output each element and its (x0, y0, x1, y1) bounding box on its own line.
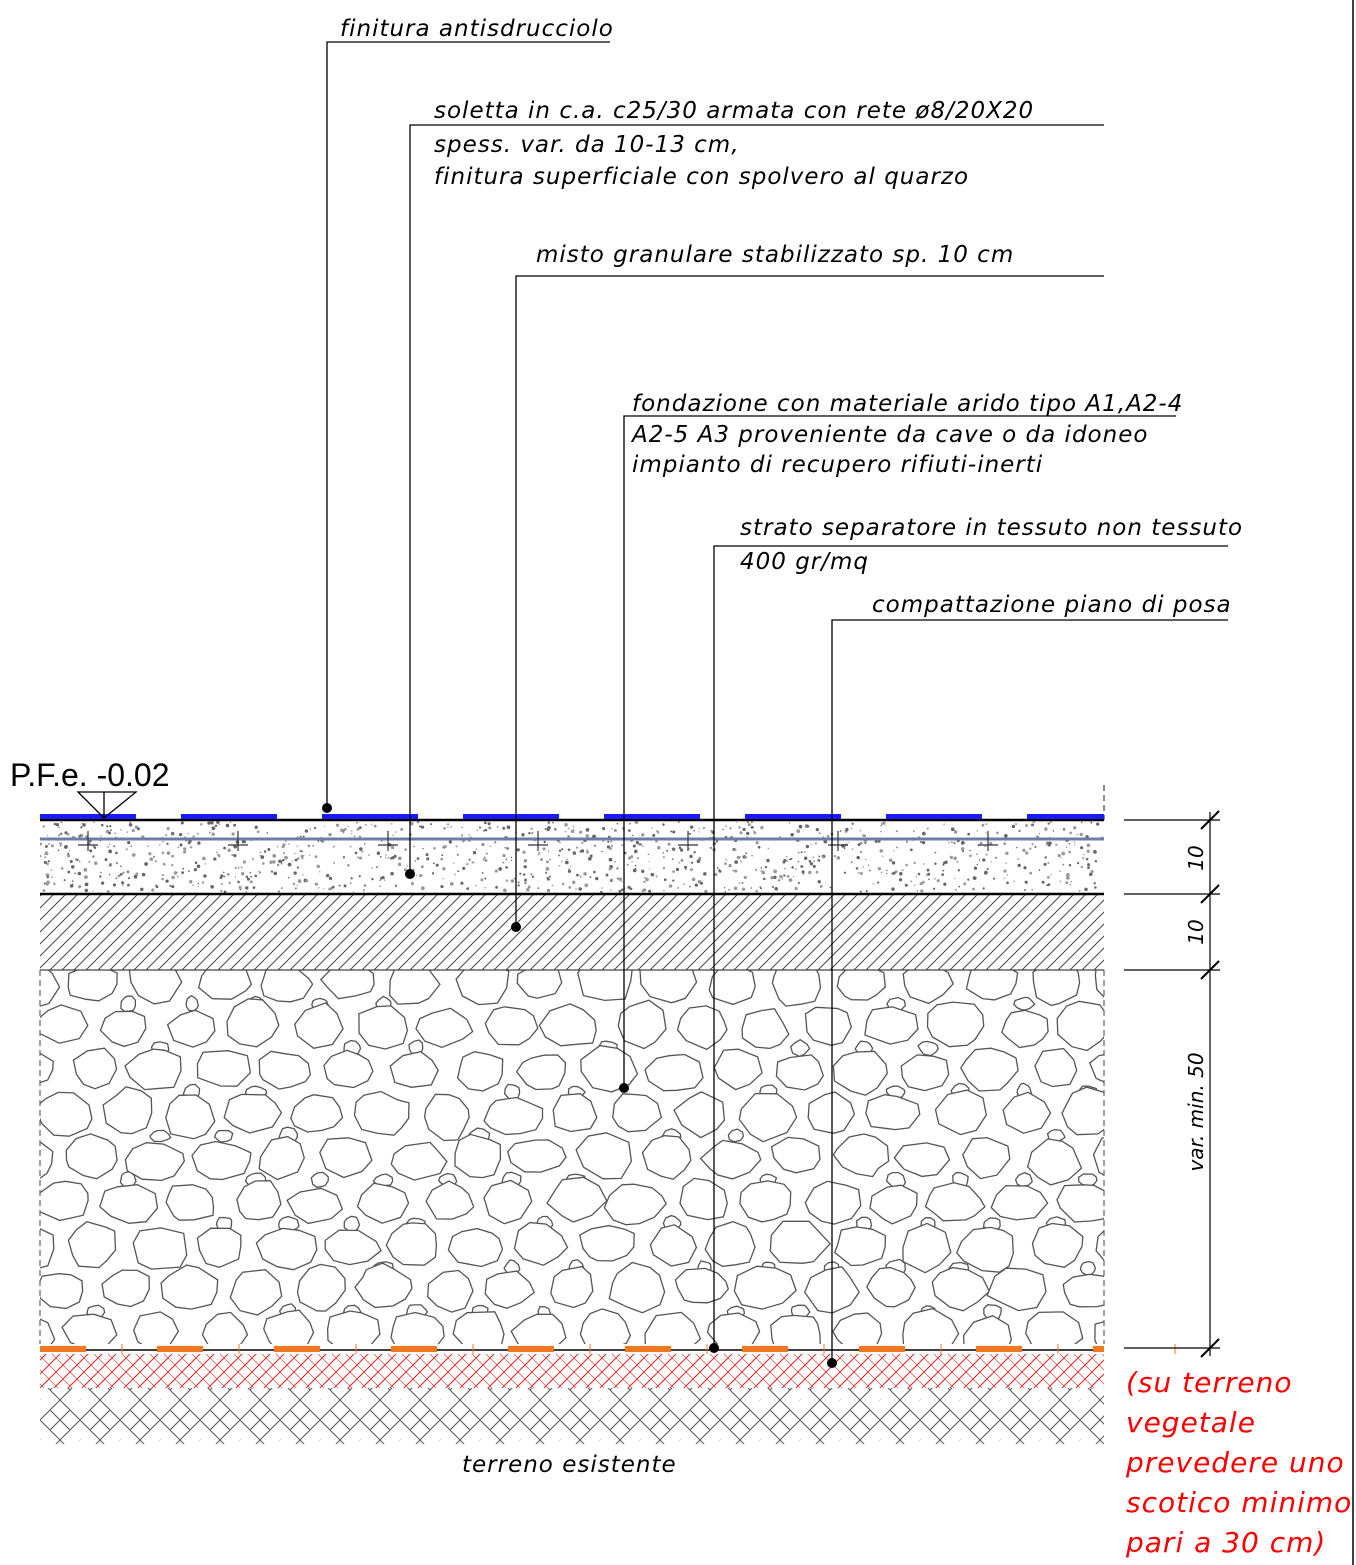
callout-compattazione: compattazione piano di posa (827, 592, 1232, 1368)
callout-soletta-line-1: soletta in c.a. c25/30 armata con rete ø… (434, 98, 1034, 124)
callout-fondazione-line-2: A2-5 A3 proveniente da cave o da idoneo (630, 422, 1148, 448)
callout-soletta: soletta in c.a. c25/30 armata con rete ø… (405, 98, 1104, 879)
note-line-1: (su terreno (1126, 1366, 1293, 1399)
note-line-3: prevedere uno (1125, 1446, 1345, 1479)
callout-strato-line-1: strato separatore in tessuto non tessuto (740, 515, 1243, 541)
separator-dash (859, 1346, 905, 1352)
finish-strip-segment (1027, 814, 1104, 819)
finish-strip-segment (886, 814, 982, 819)
separator-dash (157, 1346, 203, 1352)
finish-strip-segment (322, 814, 418, 819)
callout-strato-line-2: 400 gr/mq (740, 549, 869, 575)
terreno-esistente-hatch (40, 1388, 1104, 1444)
callout-soletta-line-2: spess. var. da 10-13 cm, (434, 132, 740, 158)
callout-finitura-line-1: finitura antisdrucciolo (340, 16, 614, 42)
note-line-2: vegetale (1126, 1406, 1256, 1439)
dimension-slab: 10 (1184, 845, 1208, 870)
finish-strip-segment (181, 814, 277, 819)
finish-strip-segment (463, 814, 559, 819)
callout-fondazione: fondazione con materiale arido tipo A1,A… (619, 391, 1183, 1093)
rebar-mesh (40, 831, 1104, 851)
scotico-note: (su terreno vegetale prevedere uno scoti… (1125, 1366, 1352, 1559)
finish-strip-segment (40, 814, 136, 819)
callout-fondazione-line-3: impianto di recupero rifiuti-inerti (632, 452, 1043, 478)
callout-finitura: finitura antisdrucciolo (322, 16, 614, 813)
finish-strip-segment (745, 814, 841, 819)
callout-fondazione-line-1: fondazione con materiale arido tipo A1,A… (632, 391, 1183, 417)
separator-dash (508, 1346, 554, 1352)
ground-label: terreno esistente (462, 1452, 677, 1478)
separator-dash (976, 1346, 1022, 1352)
callout-misto: misto granulare stabilizzato sp. 10 cm (511, 242, 1104, 932)
callout-soletta-line-3: finitura superficiale con spolvero al qu… (434, 164, 969, 190)
separator-dash (391, 1346, 437, 1352)
separator-dash (625, 1346, 671, 1352)
concrete-slab-layer (40, 820, 1104, 894)
separator-dash (742, 1346, 788, 1352)
elevation-label: P.F.e. -0.02 (10, 757, 170, 793)
dimension-chain (1124, 810, 1220, 1358)
finish-strip-segment (604, 814, 700, 819)
elevation-marker: P.F.e. -0.02 (10, 757, 170, 819)
separator-dash (40, 1346, 86, 1352)
scotico-red-hatch (40, 1354, 1104, 1388)
separator-fabric (40, 1344, 1176, 1354)
separator-dash (1093, 1346, 1104, 1352)
callout-misto-line-1: misto granulare stabilizzato sp. 10 cm (536, 242, 1014, 268)
note-line-5: pari a 30 cm) (1125, 1526, 1326, 1559)
fondazione-stone-layer (39, 970, 1105, 1344)
callout-compattazione-line-1: compattazione piano di posa (872, 592, 1232, 618)
separator-dash (274, 1346, 320, 1352)
misto-granulare-layer (40, 894, 1104, 970)
note-line-4: scotico minimo (1126, 1486, 1352, 1519)
callout-strato: strato separatore in tessuto non tessuto… (709, 515, 1243, 1353)
dimension-misto: 10 (1184, 919, 1208, 944)
dimension-fondazione: var. min. 50 (1184, 1052, 1208, 1171)
finish-antislip-strip (40, 814, 1104, 819)
